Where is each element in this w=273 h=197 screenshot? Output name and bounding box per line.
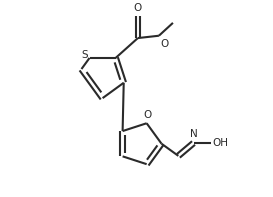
Text: N: N	[190, 129, 197, 139]
Text: O: O	[144, 110, 152, 120]
Text: S: S	[81, 50, 88, 60]
Text: OH: OH	[212, 138, 228, 148]
Text: O: O	[134, 3, 142, 13]
Text: O: O	[160, 39, 168, 48]
